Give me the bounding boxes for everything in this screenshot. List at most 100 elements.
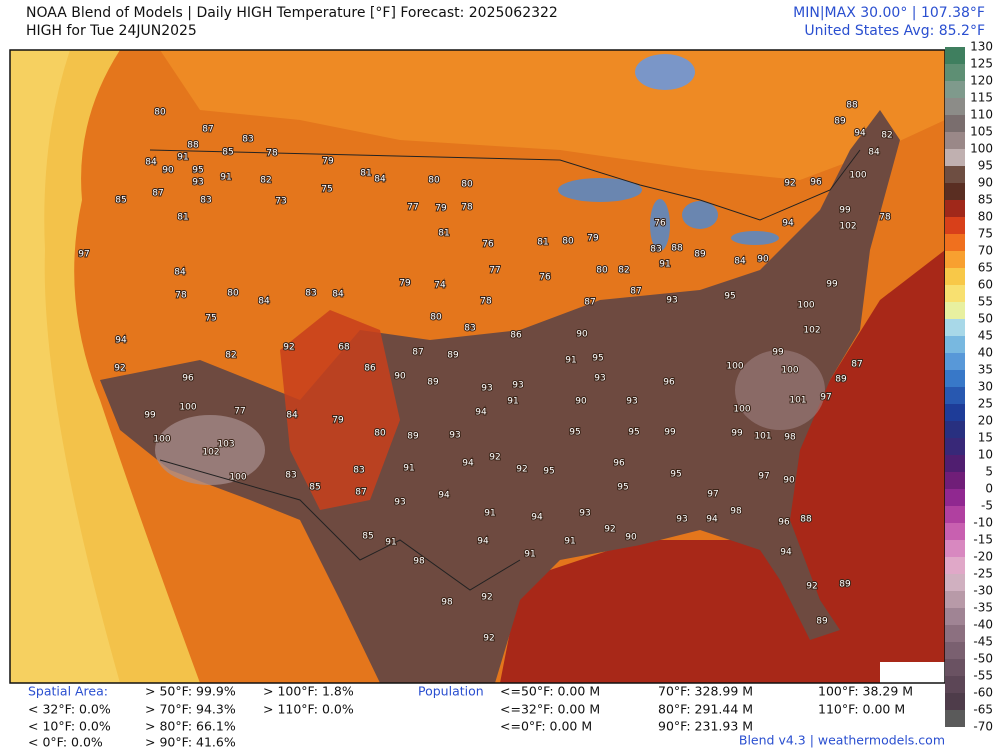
station-temperature: 95 — [670, 470, 681, 480]
colorbar-label: 115 — [970, 91, 993, 105]
colorbar-label: -45 — [973, 635, 993, 649]
station-temperature: 94 — [462, 459, 474, 469]
station-temperature: 93 — [481, 384, 492, 394]
station-temperature: 86 — [510, 331, 522, 341]
station-temperature: 80 — [374, 429, 386, 439]
station-temperature: 88 — [800, 515, 812, 525]
colorbar-swatch — [945, 200, 965, 217]
station-temperature: 91 — [177, 153, 188, 163]
stats: Spatial Area: Population > 50°F: 99.9% > … — [28, 684, 913, 750]
spatial-area-label: Spatial Area: — [28, 684, 108, 699]
station-temperature: 84 — [258, 297, 270, 307]
station-temperature: 80 — [596, 266, 608, 276]
station-temperature: 95 — [543, 467, 554, 477]
station-temperature: 93 — [594, 374, 605, 384]
station-temperature: 89 — [834, 117, 846, 127]
colorbar-swatch — [945, 506, 965, 523]
colorbar-label: -30 — [973, 584, 993, 598]
station-temperature: 90 — [162, 166, 174, 176]
station-temperature: 93 — [676, 515, 687, 525]
station-temperature: 90 — [757, 255, 769, 265]
spatial-area-item: < 10°F: 0.0% — [28, 719, 111, 734]
colorbar-swatch — [945, 523, 965, 540]
spatial-area-item: > 50°F: 99.9% — [145, 684, 236, 699]
hot-spot — [155, 415, 265, 485]
station-temperature: 92 — [806, 582, 817, 592]
colorbar-swatch — [945, 319, 965, 336]
colorbar-swatch — [945, 489, 965, 506]
station-temperature: 100 — [733, 405, 750, 415]
station-temperature: 93 — [394, 498, 405, 508]
colorbar-swatch — [945, 149, 965, 166]
spatial-area-item: < 0°F: 0.0% — [28, 735, 103, 750]
station-temperature: 87 — [630, 287, 641, 297]
station-temperature: 101 — [754, 432, 771, 442]
colorbar-label: 20 — [978, 414, 993, 428]
colorbar-swatch — [945, 98, 965, 115]
station-temperature: 100 — [849, 171, 866, 181]
station-temperature: 87 — [152, 189, 163, 199]
station-temperature: 92 — [481, 593, 492, 603]
colorbar-swatch — [945, 591, 965, 608]
population-item: 80°F: 291.44 M — [658, 702, 753, 717]
station-temperature: 95 — [628, 428, 639, 438]
population-item: 90°F: 231.93 M — [658, 719, 753, 734]
colorbar-swatch — [945, 234, 965, 251]
station-temperature: 103 — [217, 440, 234, 450]
station-temperature: 87 — [355, 488, 366, 498]
colorbar-label: 50 — [978, 312, 993, 326]
colorbar-label: -20 — [973, 550, 993, 564]
station-temperature: 82 — [618, 266, 629, 276]
station-temperature: 100 — [797, 301, 814, 311]
station-temperature: 99 — [839, 206, 851, 216]
station-temperature: 84 — [145, 158, 157, 168]
rockies — [280, 310, 400, 510]
colorbar-label: 100 — [970, 142, 993, 156]
station-temperature: 91 — [220, 173, 231, 183]
station-temperature: 84 — [734, 257, 746, 267]
station-temperature: 87 — [584, 298, 595, 308]
colorbar-swatch — [945, 693, 965, 710]
colorbar-swatch — [945, 608, 965, 625]
station-temperature: 91 — [385, 538, 396, 548]
spatial-area-item: > 90°F: 41.6% — [145, 735, 236, 750]
colorbar-swatch — [945, 81, 965, 98]
station-temperature: 89 — [447, 351, 459, 361]
station-temperature: 90 — [783, 476, 795, 486]
station-temperature: 81 — [438, 229, 449, 239]
colorbar-swatch — [945, 659, 965, 676]
station-temperature: 90 — [576, 330, 588, 340]
colorbar-swatch — [945, 370, 965, 387]
colorbar-swatch — [945, 64, 965, 81]
station-temperature: 88 — [846, 101, 858, 111]
station-temperature: 96 — [778, 518, 790, 528]
colorbar-swatch — [945, 285, 965, 302]
station-temperature: 89 — [839, 580, 851, 590]
station-temperature: 80 — [428, 176, 440, 186]
colorbar-swatch — [945, 166, 965, 183]
colorbar-label: 75 — [978, 227, 993, 241]
station-temperature: 89 — [835, 375, 847, 385]
station-temperature: 102 — [839, 222, 856, 232]
colorbar-swatch — [945, 421, 965, 438]
min-max: MIN|MAX 30.00° | 107.38°F — [793, 5, 985, 21]
colorbar-label: 85 — [978, 193, 993, 207]
station-temperature: 91 — [484, 509, 495, 519]
colorbar-label: 90 — [978, 176, 993, 190]
colorbar-swatch — [945, 404, 965, 421]
station-temperature: 87 — [851, 360, 862, 370]
colorbar-swatch — [945, 438, 965, 455]
map-title: NOAA Blend of Models | Daily HIGH Temper… — [26, 5, 558, 21]
colorbar-label: 15 — [978, 431, 993, 445]
colorbar-swatch — [945, 710, 965, 727]
station-temperature: 93 — [579, 509, 590, 519]
station-temperature: 93 — [449, 431, 460, 441]
hudson-bay — [635, 54, 695, 90]
colorbar-swatch — [945, 47, 965, 64]
station-temperature: 92 — [483, 634, 494, 644]
station-temperature: 90 — [625, 533, 637, 543]
station-temperature: 68 — [338, 343, 350, 353]
station-temperature: 83 — [353, 466, 364, 476]
